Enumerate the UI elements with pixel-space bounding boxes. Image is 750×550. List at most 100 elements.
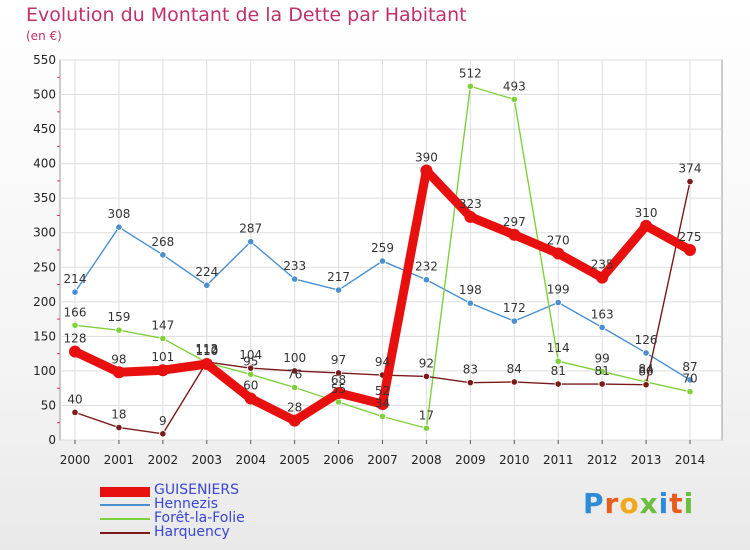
data-point — [422, 372, 431, 381]
y-tick-label: 400 — [33, 157, 56, 171]
data-label: 128 — [64, 332, 87, 346]
data-label: 297 — [503, 215, 526, 229]
y-tick-label: 350 — [33, 191, 56, 205]
data-label: 76 — [287, 367, 302, 381]
y-tick-label: 200 — [33, 295, 56, 309]
data-label: 224 — [195, 265, 218, 279]
data-point — [466, 299, 474, 307]
data-label: 172 — [503, 301, 526, 315]
data-label: 70 — [682, 372, 697, 386]
data-label: 104 — [239, 348, 262, 362]
data-point — [247, 370, 255, 378]
logo-letter: t — [669, 487, 684, 520]
data-label: 268 — [151, 235, 174, 249]
x-tick-label: 2001 — [104, 453, 135, 467]
data-label: 99 — [595, 352, 610, 366]
chart-subtitle: (en €) — [26, 29, 62, 43]
legend-label: Forêt-la-Folie — [154, 510, 245, 526]
data-point — [376, 398, 389, 411]
data-point — [686, 388, 694, 396]
data-label: 94 — [375, 355, 390, 369]
y-tick-label: 150 — [33, 329, 56, 343]
data-label: 17 — [419, 408, 434, 422]
data-label: 199 — [547, 283, 570, 297]
x-tick-label: 2011 — [543, 453, 574, 467]
data-point — [69, 345, 81, 358]
data-label: 512 — [459, 66, 482, 80]
data-point — [378, 412, 387, 421]
data-point — [510, 317, 518, 325]
data-label: 55 — [331, 382, 346, 396]
x-tick-label: 2004 — [235, 453, 266, 467]
data-label: 113 — [195, 342, 218, 356]
data-label: 81 — [551, 364, 566, 378]
data-label: 84 — [638, 362, 653, 376]
x-tick-label: 2008 — [411, 453, 442, 467]
data-point — [291, 383, 299, 392]
y-tick-label: 250 — [33, 260, 56, 274]
data-point — [554, 357, 562, 365]
x-tick-label: 2013 — [631, 453, 662, 467]
data-label: 270 — [547, 233, 570, 247]
logo-letter: o — [619, 487, 640, 520]
data-point — [378, 257, 387, 265]
data-label: 126 — [635, 333, 658, 347]
data-label: 112 — [195, 343, 218, 357]
data-label: 287 — [239, 222, 262, 236]
data-point — [71, 408, 79, 416]
data-label: 40 — [67, 392, 82, 406]
data-point — [112, 366, 125, 379]
data-label: 232 — [415, 260, 438, 274]
data-point — [334, 369, 343, 377]
data-point — [332, 387, 345, 400]
legend-label: Harquency — [154, 524, 230, 540]
data-label: 81 — [595, 364, 610, 378]
data-point — [640, 219, 653, 232]
data-label: 147 — [151, 318, 174, 332]
data-label: 493 — [503, 79, 526, 93]
data-label: 214 — [64, 272, 87, 286]
data-point — [554, 380, 562, 388]
data-label: 198 — [459, 283, 482, 297]
y-tick-label: 450 — [33, 122, 56, 136]
x-tick-label: 2014 — [675, 453, 706, 467]
y-tick-label: 500 — [33, 88, 56, 102]
data-point — [334, 398, 343, 406]
data-label: 52 — [375, 384, 390, 398]
data-label: 217 — [327, 270, 350, 284]
y-tick-label: 50 — [41, 398, 56, 412]
proxiti-logo: Proxiti — [583, 487, 694, 520]
logo-letter: i — [658, 487, 670, 520]
data-label: 233 — [283, 259, 306, 273]
data-point — [598, 380, 606, 388]
data-point — [244, 392, 257, 405]
data-point — [510, 95, 518, 103]
x-tick-label: 2003 — [192, 453, 223, 467]
data-label: 98 — [111, 352, 126, 366]
x-tick-label: 2009 — [455, 453, 486, 467]
legend-label: Hennezis — [154, 496, 219, 512]
y-tick-label: 0 — [48, 433, 56, 447]
y-tick-label: 550 — [33, 53, 56, 67]
data-point — [291, 275, 299, 283]
data-point — [466, 379, 474, 387]
data-label: 87 — [682, 360, 697, 374]
data-label: 159 — [107, 310, 130, 324]
data-label: 323 — [459, 197, 482, 211]
x-tick-label: 2007 — [367, 453, 398, 467]
data-label: 110 — [195, 344, 218, 358]
data-point — [466, 82, 474, 90]
data-label: 308 — [107, 207, 130, 221]
data-point — [288, 414, 301, 427]
y-tick-label: 300 — [33, 226, 56, 240]
data-label: 34 — [375, 397, 390, 411]
data-label: 390 — [415, 151, 438, 165]
data-point — [552, 247, 565, 260]
data-point — [420, 164, 433, 177]
x-tick-label: 2012 — [587, 453, 618, 467]
data-label: 310 — [635, 206, 658, 220]
data-point — [71, 288, 79, 296]
data-label: 80 — [638, 365, 653, 379]
data-point — [115, 423, 123, 432]
